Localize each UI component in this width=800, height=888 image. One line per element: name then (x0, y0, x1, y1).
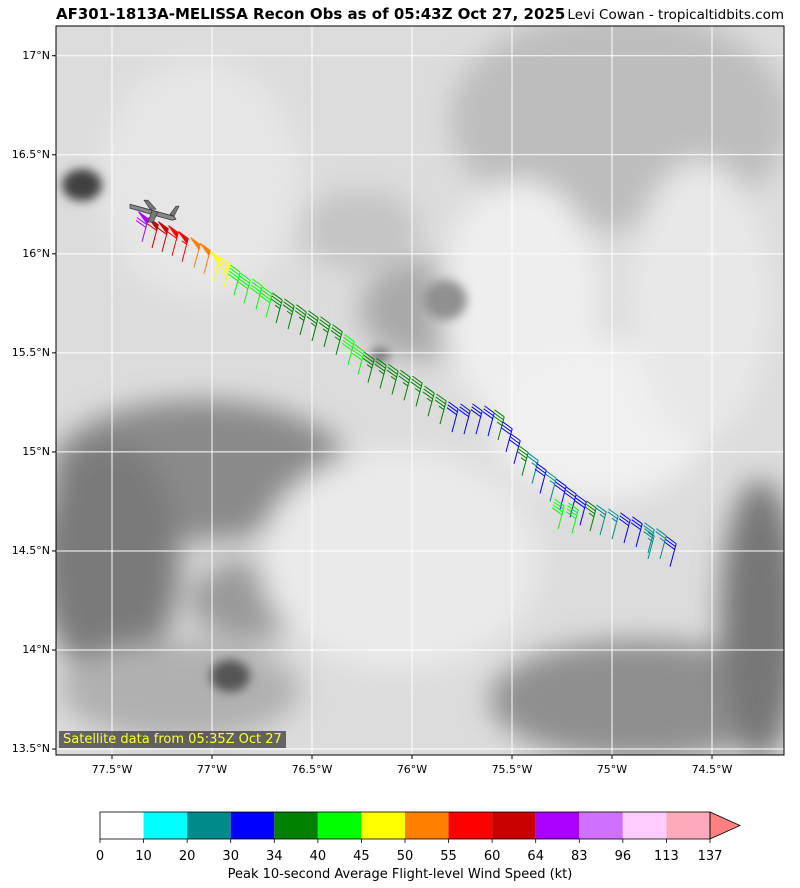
wind-barb (458, 403, 471, 435)
wind-barb (470, 403, 483, 435)
colorbar-tick-label: 0 (95, 849, 105, 864)
wind-barb (554, 478, 567, 510)
colorbar-tick-label: 40 (309, 849, 327, 864)
lon-tick-label: 77°W (196, 763, 228, 776)
colorbar-tick-label: 20 (178, 849, 196, 864)
wind-barb (259, 286, 273, 318)
wind-barb (282, 298, 295, 330)
wind-barb (664, 536, 677, 567)
lat-tick-label: 17°N (22, 48, 50, 62)
lon-tick-label: 75.5°W (491, 763, 533, 776)
colorbar-label: Peak 10-second Average Flight-level Wind… (227, 867, 573, 882)
wind-barb (294, 304, 307, 336)
colorbar-tick-label: 50 (396, 849, 414, 864)
colorbar-tick-label: 60 (483, 849, 501, 864)
wind-barb (643, 522, 655, 554)
lat-tick-label: 16°N (22, 246, 50, 260)
wind-barb (607, 508, 619, 540)
lon-tick-label: 74.5°W (691, 763, 733, 776)
wind-barb (178, 231, 189, 262)
wind-barb (374, 357, 387, 389)
wind-barb (516, 445, 529, 476)
wind-barb (422, 385, 435, 417)
wind-barb (508, 433, 521, 464)
wind-barb (545, 470, 557, 502)
wind-barb (492, 409, 505, 441)
credit-text: Levi Cowan - tropicaltidbits.com (567, 7, 784, 23)
wind-barb (351, 344, 365, 375)
graticule (56, 26, 784, 755)
wind-barb (643, 528, 655, 560)
colorbar-tick-label: 113 (654, 849, 679, 864)
wind-barb (156, 221, 169, 252)
lon-tick-label: 76°W (396, 763, 428, 776)
wind-barb (386, 363, 399, 395)
wind-barb (655, 528, 667, 560)
lat-tick-label: 15°N (22, 444, 50, 458)
lat-tick-label: 14°N (22, 643, 50, 656)
wind-barb (166, 225, 179, 256)
lon-tick-label: 77.5°W (91, 763, 133, 776)
colorbar-tick-label: 55 (440, 849, 457, 864)
wind-barb (595, 504, 607, 536)
wind-barb (306, 310, 319, 342)
wind-barb (434, 393, 447, 425)
wind-barb (534, 462, 547, 494)
wind-barb (135, 211, 149, 243)
lat-tick-label: 14.5°N (11, 543, 50, 557)
wind-barb (330, 324, 343, 355)
axis-ticks (52, 55, 713, 759)
wind-barb (362, 351, 375, 383)
wind-barbs (135, 211, 677, 567)
wind-barb (210, 250, 221, 282)
wind-barb (630, 516, 643, 548)
wind-barb (551, 498, 565, 530)
wind-barb (227, 264, 241, 296)
colorbar-tick-label: 83 (571, 849, 588, 864)
colorbar-tick-label: 34 (266, 849, 283, 864)
lat-tick-label: 13.5°N (11, 742, 50, 756)
colorbar-tick-label: 30 (222, 849, 239, 864)
colorbar-tick-label: 96 (614, 849, 632, 864)
colorbar-tick-label: 10 (135, 849, 152, 864)
wind-barb (217, 256, 231, 288)
wind-barb (270, 292, 283, 324)
satellite-imagery (56, 26, 784, 755)
satellite-note: Satellite data from 05:35Z Oct 27 (59, 731, 286, 748)
airplane-icon (129, 199, 180, 223)
wind-barb (200, 243, 211, 274)
colorbar-tick-label: 64 (527, 849, 544, 864)
lat-tick-label: 16.5°N (11, 147, 50, 161)
wind-barb (446, 401, 459, 433)
wind-barb (410, 375, 423, 407)
wind-barb (190, 237, 201, 268)
wind-barb (482, 405, 495, 437)
wind-barb (398, 369, 411, 401)
wind-barb (584, 500, 597, 532)
lon-tick-label: 76.5°W (291, 763, 333, 776)
wind-barb (318, 316, 331, 348)
map-frame (55, 25, 785, 756)
colorbar-tick-label: 137 (697, 849, 723, 864)
wind-barb (565, 502, 579, 534)
lon-tick-label: 75°W (596, 763, 628, 776)
wind-barb (237, 272, 251, 304)
wind-barb (500, 421, 513, 453)
map-title: AF301-1813A-MELISSA Recon Obs as of 05:4… (56, 5, 566, 23)
wind-barb (574, 494, 587, 526)
wind-barb (618, 512, 631, 544)
colorbar-tick-label: 45 (353, 849, 370, 864)
wind-barb (341, 334, 355, 365)
wind-barb (249, 278, 263, 310)
lat-tick-label: 15.5°N (11, 345, 50, 359)
